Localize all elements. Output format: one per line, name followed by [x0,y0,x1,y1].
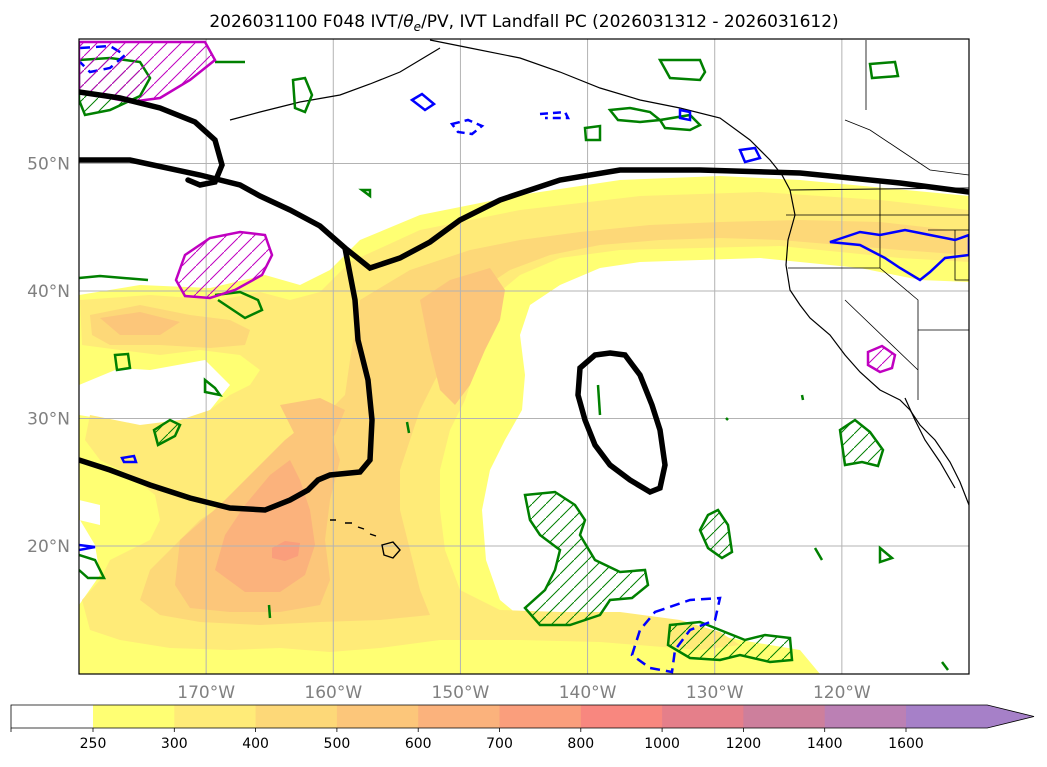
colorbar-segment [93,705,175,728]
theta-e-nw [79,89,225,188]
pv-region-baja [838,418,885,468]
colorbar-tick-label: 1200 [726,736,762,752]
colorbar-tick-label: 1400 [807,736,843,752]
lat-tick-label: 30°N [27,410,70,430]
colorbar-segment [174,705,257,728]
pv-south-west [79,553,107,580]
lon-tick-label: 160°W [304,683,362,703]
colorbar-segment [418,705,500,728]
pv-region-trop [523,490,650,627]
landfall-pc-region-west [174,230,274,300]
colorbar-segment [743,705,826,728]
lon-tick-label: 130°W [686,683,744,703]
colorbar-segment [824,705,907,728]
colorbar-segment [499,705,582,728]
colorbar-segment [255,705,338,728]
lat-tick-label: 50°N [27,155,70,175]
ivt-landfall-pc-contours [79,40,897,374]
ivt-shade-500 [100,268,505,612]
pv-neg-dashed-2 [449,118,485,136]
us-state-borders [786,180,969,400]
pv-neg-dashed-4 [630,596,722,674]
map-area [79,39,969,674]
pv-small-dots [267,384,949,671]
colorbar-outline [10,704,1035,729]
colorbar: 250 300 400 500 600 700 800 1000 1200 1400 1600 [10,704,1035,752]
colorbar-segment [662,705,744,728]
canada-interior [844,40,969,176]
pv-region-east-1 [698,508,734,560]
pv-neg-solid-3 [79,454,138,552]
colorbar-tick-label: 400 [242,736,269,752]
colorbar-tick-label: 700 [486,736,513,752]
pv-neg-solid-4 [678,108,762,164]
colorbar-tick-label: 1600 [888,736,924,752]
lat-tick-label: 40°N [27,282,70,302]
theta-e-north-branch [79,245,375,513]
pv-region-southeast [666,620,794,664]
hawaii-big-island [381,541,401,559]
colorbar-segment-extend [906,705,1034,728]
theta-e-closed-low [575,350,668,496]
lon-tick-label: 120°W [813,683,871,703]
lon-tick-label: 140°W [559,683,617,703]
chart-title: 2026031100 F048 IVT/θe/PV, IVT Landfall … [209,12,838,34]
hawaii-chain [330,519,377,537]
pv-north-pieces [215,58,900,199]
ivt-shading [79,176,969,674]
coastlines [229,39,969,559]
colorbar-tick-label: 600 [405,736,432,752]
longitude-tick-labels: 170°W 160°W 150°W 140°W 130°W 120°W [177,683,871,703]
pv-neg-dashed-3 [539,110,571,120]
theta-e-contours [79,89,969,513]
pv-west-small [113,352,223,397]
theta-e-north [79,157,969,272]
pv-west-top [79,274,264,320]
lon-tick-label: 170°W [177,683,235,703]
pv-neg-solid-2 [829,228,969,282]
colorbar-tick-label: 500 [324,736,351,752]
pv-region-west [152,418,182,447]
pv-neg-solid-1 [409,92,437,112]
colorbar-tick-label: 300 [161,736,188,752]
baja-coast [904,397,956,489]
alaska-coast [229,47,441,121]
colorbar-segment [580,705,663,728]
lat-tick-label: 20°N [27,537,70,557]
latitude-tick-labels: 20°N 30°N 40°N 50°N [27,155,70,558]
lon-tick-label: 150°W [432,683,490,703]
colorbar-tick-label: 800 [567,736,594,752]
colorbar-segment-below [11,705,93,728]
landfall-pc-region-ca [866,344,897,374]
colorbar-segment [336,705,419,728]
map-frame [78,38,970,675]
colorbar-tick-label: 250 [80,736,107,752]
colorbar-tick-label: 1000 [644,736,680,752]
